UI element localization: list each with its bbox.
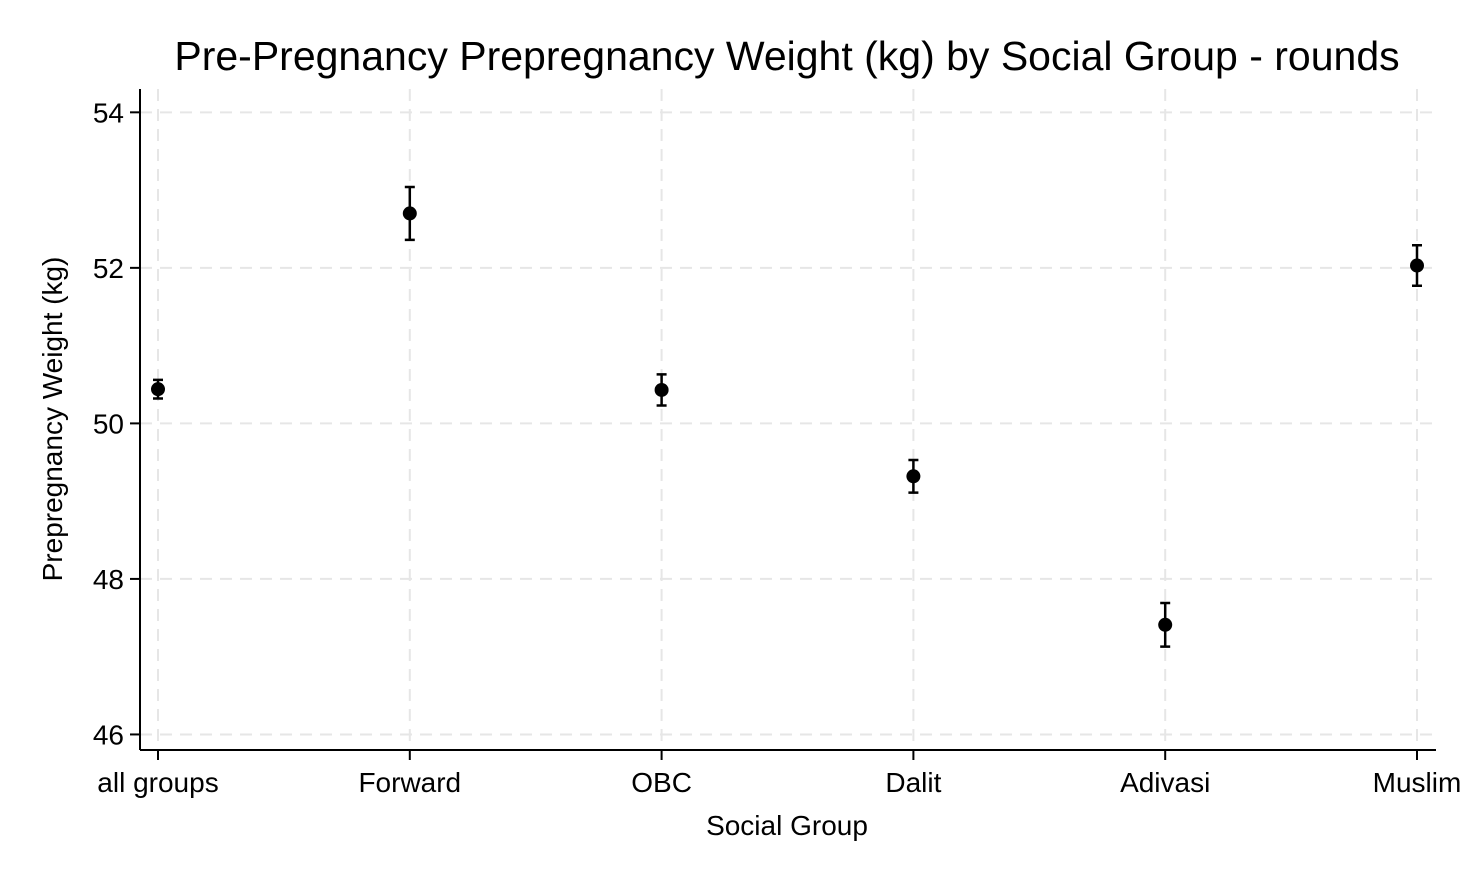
- y-tick-label: 46: [93, 719, 124, 750]
- x-tick-label: Forward: [358, 767, 461, 798]
- x-tick-label: Dalit: [885, 767, 941, 798]
- x-tick-label: OBC: [631, 767, 692, 798]
- data-point: [1410, 258, 1424, 273]
- y-tick-label: 54: [93, 97, 124, 128]
- data-point: [402, 206, 417, 221]
- y-ticks: 46 48 50 52 54: [93, 97, 140, 750]
- y-tick-label: 48: [93, 564, 124, 595]
- chart-title: Pre-Pregnancy Prepregnancy Weight (kg) b…: [174, 33, 1399, 79]
- data-marks: [151, 185, 1424, 648]
- x-axis-title: Social Group: [706, 810, 868, 841]
- y-tick-label: 50: [93, 408, 124, 439]
- axes: [139, 89, 1436, 751]
- gridlines: [140, 89, 1436, 750]
- x-ticks: all groups Forward OBC Dalit Adivasi Muslim: [97, 750, 1461, 798]
- y-axis-title: Prepregnancy Weight (kg): [37, 257, 68, 582]
- data-point: [1158, 617, 1173, 632]
- data-point: [654, 382, 669, 397]
- data-point: [151, 382, 165, 397]
- x-tick-label: Muslim: [1373, 767, 1462, 798]
- x-tick-label: Adivasi: [1120, 767, 1210, 798]
- y-tick-label: 52: [93, 253, 124, 284]
- data-point: [906, 469, 921, 484]
- x-tick-label: all groups: [97, 767, 218, 798]
